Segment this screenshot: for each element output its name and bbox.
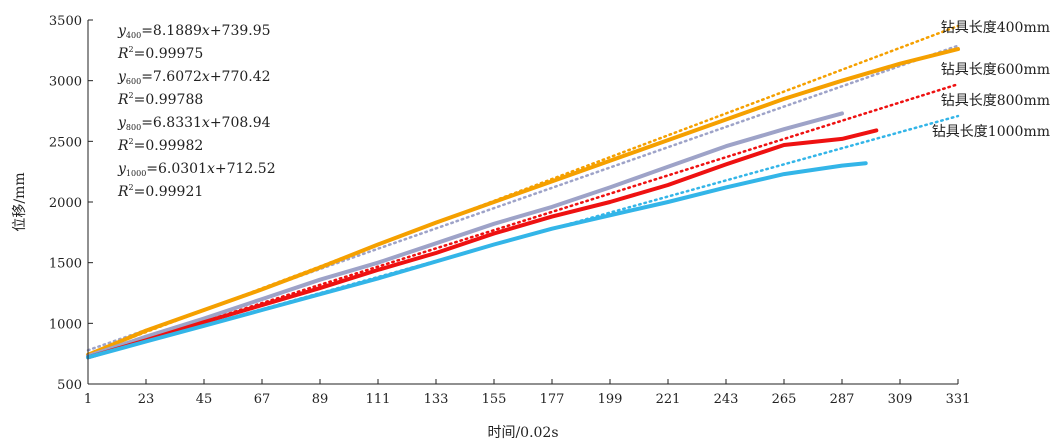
regression-equation: y1000=6.0301x+712.52 — [117, 161, 276, 178]
y-axis-title: 位移/mm — [12, 172, 28, 231]
y-tick-label: 3000 — [49, 75, 82, 90]
series-labels: 钻具长度400mm 钻具长度600mm 钻具长度800mm 钻具长度1000mm — [932, 20, 1050, 140]
x-tick-label: 287 — [830, 392, 855, 407]
y-tick-label: 500 — [57, 378, 82, 393]
x-tick-label: 67 — [254, 392, 271, 407]
regression-equation: y400=8.1889x+739.95 — [117, 23, 271, 40]
x-axis-title: 时间/0.02s — [487, 425, 558, 441]
x-ticks: 1 23 45 67 89 111 133 155 177 199 221 243 265 287 309 3… — [84, 379, 971, 407]
r-squared: R2=0.99788 — [117, 91, 203, 108]
x-tick-label: 111 — [366, 392, 391, 407]
y-tick-label: 2500 — [49, 135, 82, 150]
r-squared: R2=0.99921 — [117, 183, 203, 200]
x-tick-label: 133 — [424, 392, 449, 407]
y-tick-label: 1500 — [49, 257, 82, 272]
series-label: 钻具长度400mm — [941, 20, 1050, 36]
x-tick-label: 199 — [598, 392, 623, 407]
x-tick-label: 1 — [84, 392, 92, 407]
y-ticks: 500 1000 1500 2000 2500 3000 3500 — [49, 14, 93, 393]
x-tick-label: 89 — [312, 392, 329, 407]
x-tick-label: 331 — [946, 392, 971, 407]
data-series-line — [86, 128, 879, 360]
data-series-line — [86, 161, 868, 360]
trendline — [86, 82, 960, 360]
y-tick-label: 1000 — [49, 317, 82, 332]
series-label: 钻具长度600mm — [941, 62, 1050, 78]
y-tick-label: 2000 — [49, 196, 82, 211]
x-tick-label: 177 — [540, 392, 565, 407]
x-tick-label: 265 — [772, 392, 797, 407]
series-label: 钻具长度800mm — [941, 93, 1050, 109]
r-squared: R2=0.99975 — [117, 45, 203, 62]
data-series-line — [86, 47, 960, 357]
x-tick-label: 243 — [714, 392, 739, 407]
x-tick-label: 221 — [656, 392, 681, 407]
regression-equation: y600=7.6072x+770.42 — [117, 69, 271, 86]
r-squared: R2=0.99982 — [117, 137, 203, 154]
series-label: 钻具长度1000mm — [932, 124, 1050, 140]
regression-equation: y800=6.8331x+708.94 — [117, 115, 271, 132]
y-tick-label: 3500 — [49, 14, 82, 29]
x-tick-label: 23 — [138, 392, 155, 407]
data-series-line — [86, 111, 844, 359]
data-lines — [86, 47, 960, 360]
equations: y400=8.1889x+739.95 R2=0.99975 y600=7.6072… — [117, 23, 276, 200]
x-tick-label: 309 — [888, 392, 913, 407]
x-tick-label: 45 — [196, 392, 213, 407]
x-tick-label: 155 — [482, 392, 507, 407]
